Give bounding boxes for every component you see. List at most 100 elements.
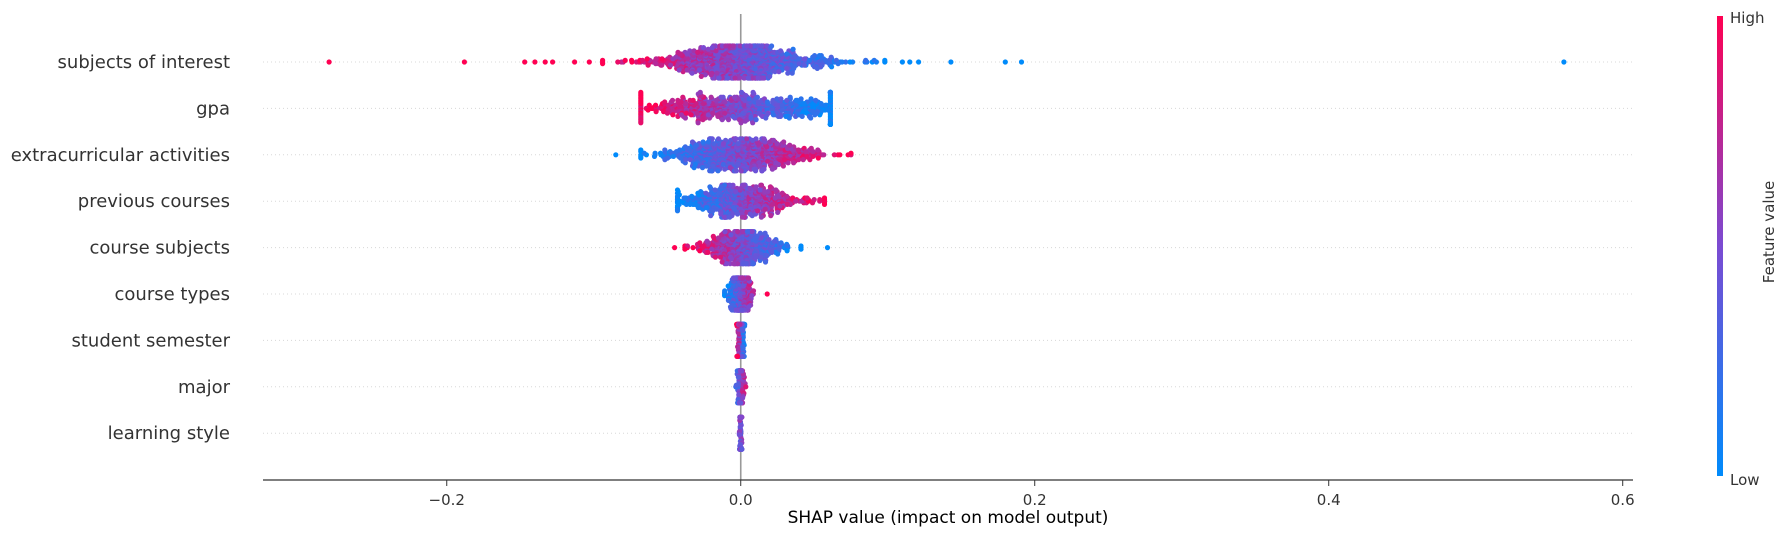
shap-point xyxy=(740,395,746,401)
shap-point xyxy=(644,56,650,62)
shap-point xyxy=(653,109,659,115)
shap-point xyxy=(744,43,750,49)
shap-point xyxy=(764,253,770,259)
shap-point xyxy=(710,110,716,116)
shap-point xyxy=(772,69,778,75)
shap-point xyxy=(759,168,765,174)
shap-point xyxy=(733,382,739,388)
shap-point xyxy=(725,117,732,123)
shap-point xyxy=(792,53,798,59)
shap-point xyxy=(676,67,682,73)
shap-point xyxy=(653,56,659,62)
shap-point xyxy=(695,49,701,56)
shap-point xyxy=(796,157,802,163)
shap-point xyxy=(791,65,797,71)
shap-point xyxy=(729,256,735,262)
shap-point xyxy=(708,94,714,100)
shap-point xyxy=(803,149,809,155)
shap-point xyxy=(715,136,722,142)
shap-point xyxy=(740,261,746,267)
shap-point xyxy=(757,163,763,169)
shap-point xyxy=(736,117,743,123)
shap-point xyxy=(738,89,745,95)
shap-point xyxy=(737,368,744,374)
shap-point xyxy=(710,233,716,239)
shap-point xyxy=(674,187,681,193)
shap-point xyxy=(690,97,696,103)
shap-point xyxy=(693,142,699,148)
shap-point xyxy=(711,141,717,147)
shap-point xyxy=(718,94,724,100)
shap-point xyxy=(863,57,869,64)
feature-label: course types xyxy=(115,284,230,305)
shap-point xyxy=(781,139,787,145)
shap-point xyxy=(704,238,710,244)
shap-point xyxy=(1018,59,1025,65)
shap-point xyxy=(835,61,841,67)
shap-point xyxy=(775,161,781,167)
shap-point xyxy=(770,97,776,103)
shap-point xyxy=(730,43,736,49)
shap-point xyxy=(784,51,790,57)
shap-point xyxy=(699,165,706,171)
shap-point xyxy=(672,245,678,251)
shap-point xyxy=(757,187,763,193)
shap-point xyxy=(754,94,761,100)
shap-point xyxy=(818,101,824,107)
shap-point xyxy=(744,136,750,142)
shap-point xyxy=(725,75,731,81)
shap-point xyxy=(810,153,816,159)
shap-point xyxy=(731,275,737,281)
shap-point xyxy=(768,213,774,219)
shap-point xyxy=(461,59,467,65)
shap-point xyxy=(789,70,795,76)
shap-point xyxy=(824,245,831,251)
shap-point xyxy=(708,72,714,78)
shap-point xyxy=(702,72,708,78)
shap-point xyxy=(848,150,854,156)
shap-point xyxy=(767,73,773,79)
shap-point xyxy=(674,208,681,214)
shap-point xyxy=(326,59,332,65)
shap-point xyxy=(687,201,693,207)
shap-point xyxy=(785,70,791,76)
shap-point xyxy=(802,56,808,62)
shap-point xyxy=(743,384,749,390)
shap-point xyxy=(753,168,759,174)
shap-point xyxy=(750,89,756,95)
shap-point xyxy=(813,97,819,103)
shap-point xyxy=(739,214,746,220)
shap-point xyxy=(796,61,802,67)
shap-point xyxy=(784,193,790,199)
shap-point xyxy=(638,89,644,95)
shap-point xyxy=(829,64,835,70)
shap-point xyxy=(839,59,845,65)
x-tick-label: 0.2 xyxy=(1023,491,1047,509)
shap-point xyxy=(771,238,778,244)
shap-point xyxy=(690,245,696,251)
shap-point xyxy=(728,232,734,238)
shap-point xyxy=(763,115,769,121)
shap-point xyxy=(727,214,733,220)
shap-point xyxy=(743,93,749,99)
shap-point xyxy=(731,261,737,267)
shap-point xyxy=(639,57,646,64)
shap-point xyxy=(747,211,753,217)
shap-point xyxy=(783,113,789,119)
beeswarm-points xyxy=(326,43,1567,452)
shap-point xyxy=(785,243,791,249)
grid-lines xyxy=(263,61,1633,434)
shap-point xyxy=(705,46,711,52)
shap-point xyxy=(762,230,768,236)
shap-point xyxy=(724,261,730,267)
shap-point xyxy=(737,75,743,81)
shap-point xyxy=(791,160,797,166)
shap-point xyxy=(750,288,757,294)
shap-point xyxy=(801,62,808,68)
shap-point xyxy=(645,62,651,68)
shap-point xyxy=(657,150,664,156)
shap-point xyxy=(742,118,748,124)
shap-point xyxy=(721,214,727,220)
shap-point xyxy=(746,96,752,102)
feature-label: learning style xyxy=(108,423,230,444)
